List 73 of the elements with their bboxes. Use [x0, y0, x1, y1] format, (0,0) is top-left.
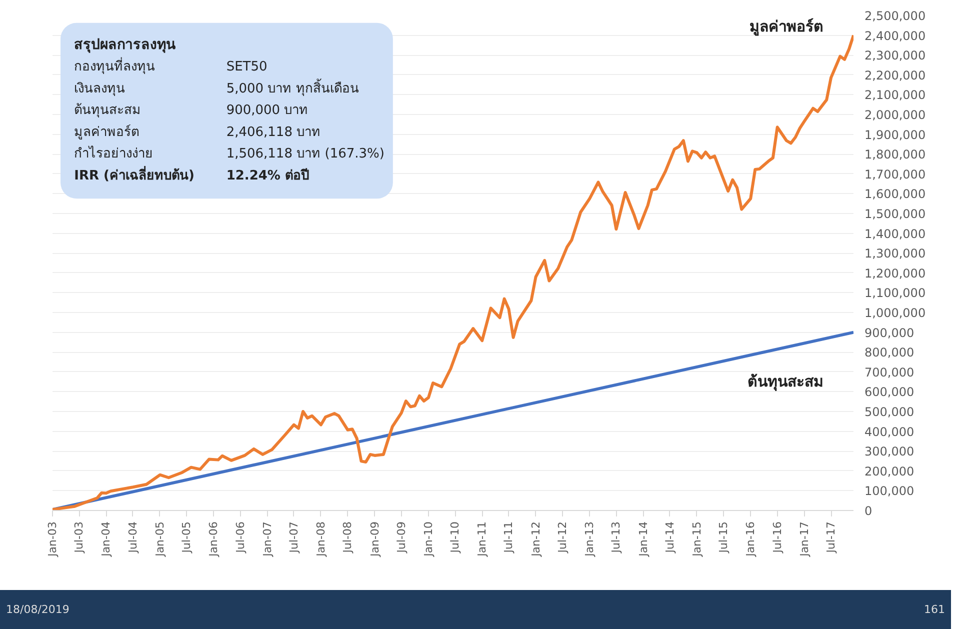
x-tick-label: Jan-09 — [368, 521, 382, 558]
annotation: 12.24% ต่อปี — [226, 167, 309, 184]
y-tick-label: 1,200,000 — [864, 266, 926, 280]
x-tick-label: Jul-14 — [663, 521, 676, 554]
x-tick-label: Jul-13 — [610, 521, 623, 554]
x-tick-label: Jan-03 — [46, 521, 59, 558]
x-tick-label: Jan-17 — [798, 521, 811, 558]
y-tick-label: 400,000 — [864, 424, 914, 439]
x-tick-label: Jan-11 — [476, 521, 489, 558]
y-tick-label: 1,700,000 — [864, 167, 926, 182]
annotation: IRR (ค่าเฉลี่ยทบต้น) — [74, 165, 194, 184]
y-tick-label: 2,500,000 — [864, 9, 926, 23]
x-tick-label: Jan-10 — [422, 521, 435, 558]
annotation: 900,000 บาท — [226, 103, 308, 118]
annotation: เงินลงทุน — [74, 81, 126, 96]
x-tick-label: Jul-16 — [770, 521, 784, 554]
x-tick-label: Jan-14 — [636, 521, 650, 558]
series-label: ต้นทุนสะสม — [748, 372, 824, 392]
y-tick-label: 1,000,000 — [864, 306, 926, 320]
y-tick-label: 1,300,000 — [864, 246, 926, 261]
x-tick-label: Jan-04 — [100, 521, 113, 558]
y-tick-label: 2,200,000 — [864, 68, 926, 82]
text: 161 — [924, 602, 945, 618]
annotation: กำไรอย่างง่าย — [74, 146, 154, 162]
y-tick-label: 1,500,000 — [864, 207, 926, 221]
x-tick-label: Jan-06 — [207, 521, 220, 558]
y-tick-label: 100,000 — [864, 484, 914, 498]
annotation: มูลค่าพอร์ต — [74, 124, 140, 140]
annotation: 1,506,118 บาท (167.3%) — [226, 146, 384, 162]
x-tick-label: Jul-07 — [287, 521, 300, 554]
x-tick-label: Jul-08 — [341, 521, 354, 554]
y-tick-label: 800,000 — [864, 346, 914, 360]
y-tick-label: 600,000 — [864, 385, 914, 400]
annotation: กองทุนที่ลงทุน — [74, 57, 156, 74]
annotation: 5,000 บาท ทุกสิ้นเดือน — [226, 78, 359, 96]
x-tick-label: Jul-11 — [502, 521, 516, 554]
x-tick-label: Jul-10 — [448, 521, 462, 554]
y-tick-label: 1,900,000 — [864, 128, 926, 142]
annotation: ต้นทุนสะสม — [74, 103, 142, 118]
x-tick-label: Jan-12 — [529, 521, 542, 558]
y-tick-label: 200,000 — [864, 464, 914, 478]
annotation: สรุปผลการลงทุน — [74, 37, 176, 54]
x-tick-label: Jul-09 — [394, 521, 408, 554]
text: 18/08/2019 — [6, 602, 70, 618]
y-tick-label: 2,100,000 — [864, 88, 926, 102]
y-tick-label: 2,000,000 — [864, 108, 926, 122]
x-tick-label: Jan-07 — [260, 521, 274, 558]
series-label: มูลค่าพอร์ต — [750, 17, 824, 36]
x-tick-label: Jul-12 — [556, 521, 570, 554]
x-tick-label: Jan-16 — [744, 521, 758, 558]
y-tick-label: 900,000 — [864, 326, 914, 340]
x-tick-label: Jan-15 — [690, 521, 704, 558]
y-tick-label: 1,800,000 — [864, 148, 926, 162]
y-tick-label: 1,600,000 — [864, 187, 926, 202]
x-tick-label: Jul-03 — [72, 521, 86, 554]
x-tick-label: Jan-05 — [153, 521, 166, 558]
x-tick-label: Jan-08 — [314, 521, 328, 558]
y-tick-label: 2,400,000 — [864, 28, 926, 43]
x-tick-label: Jul-17 — [824, 521, 838, 554]
annotation: 2,406,118 บาท — [226, 124, 321, 140]
y-tick-label: 700,000 — [864, 365, 914, 380]
y-tick-label: 2,300,000 — [864, 48, 926, 63]
y-tick-label: 500,000 — [864, 405, 914, 419]
x-tick-label: Jul-06 — [234, 521, 247, 554]
y-tick-label: 0 — [864, 504, 872, 518]
x-tick-label: Jul-04 — [126, 521, 140, 554]
annotation: SET50 — [226, 59, 268, 74]
y-tick-label: 300,000 — [864, 444, 914, 459]
x-tick-label: Jul-15 — [717, 521, 730, 554]
x-tick-label: Jul-05 — [180, 521, 194, 554]
y-tick-label: 1,400,000 — [864, 226, 926, 241]
x-tick-label: Jan-13 — [583, 521, 596, 558]
y-tick-label: 1,100,000 — [864, 286, 926, 300]
